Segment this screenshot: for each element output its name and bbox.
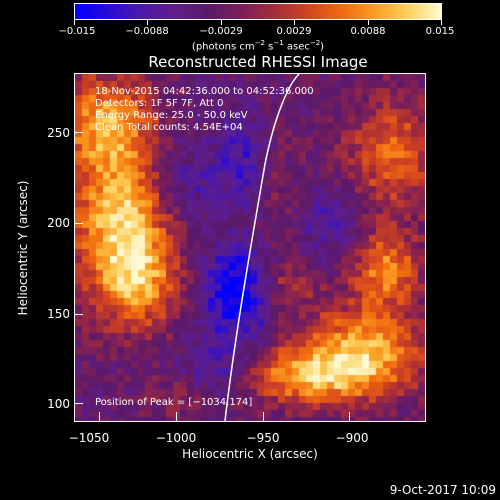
colorbar-tick [441,20,442,25]
peak-position-text: Position of Peak = [−1034,174] [95,397,253,408]
colorbar-tick-label: −0.0088 [125,26,169,37]
y-tick-label: 200 [47,216,70,230]
detectors-text: Detectors: 1F 5F 7F, Att 0 [95,98,224,109]
x-axis-title: Heliocentric X (arcsec) [182,447,318,461]
image-plot[interactable]: 18-Nov-2015 04:42:36.000 to 04:52:36.000… [74,73,426,422]
x-tick-mark [99,412,100,421]
colorbar-units: (photons cm−2 s−1 asec−2) [191,39,325,53]
clean-counts-text: Clean Total counts: 4.54E+04 [95,122,243,133]
plot-overlay [224,74,300,421]
y-tick-mark [74,223,83,224]
y-tick-label: 100 [47,397,70,411]
colorbar-gradient [75,4,441,19]
solar-limb-line [224,74,300,421]
x-tick-mark [349,412,350,421]
y-axis-title: Heliocentric Y (arcsec) [16,180,30,316]
y-tick-mark [74,403,83,404]
colorbar-tick-label: −0.0029 [199,26,243,37]
date-stamp: 9-Oct-2017 10:09 [389,483,496,497]
x-tick-label: −1000 [155,431,197,445]
colorbar-tick [221,20,222,25]
x-tick-label: −950 [246,431,280,445]
x-tick-label: −1050 [68,431,110,445]
x-tick-mark [263,412,264,421]
colorbar-tick [368,20,369,25]
x-tick-mark [176,412,177,421]
colorbar-tick-label: 0.015 [425,26,455,37]
y-tick-mark [74,132,83,133]
colorbar-tick-label: 0.0088 [350,26,386,37]
x-tick-label: −900 [335,431,369,445]
colorbar-tick [147,20,148,25]
y-tick-label: 150 [47,307,70,321]
colorbar-tick-label: −0.015 [58,26,96,37]
y-tick-label: 250 [47,126,70,140]
colorbar-tick [294,20,295,25]
colorbar-tick [74,20,75,25]
y-tick-mark [74,314,83,315]
plot-title: Reconstructed RHESSI Image [148,53,368,71]
colorbar [74,3,442,20]
time-range-text: 18-Nov-2015 04:42:36.000 to 04:52:36.000 [95,86,314,97]
colorbar-tick-label: 0.0029 [276,26,312,37]
energy-range-text: Energy Range: 25.0 - 50.0 keV [95,110,248,121]
